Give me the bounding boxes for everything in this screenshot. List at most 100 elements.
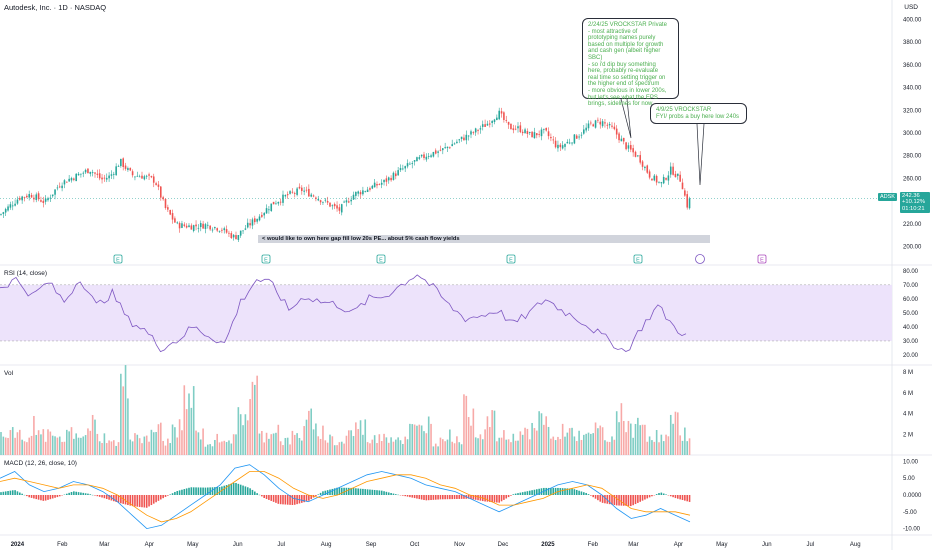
price-candle <box>573 134 576 144</box>
volume-bar <box>33 415 35 455</box>
macd-histogram-bar <box>677 495 679 499</box>
volume-pane[interactable] <box>0 365 691 455</box>
macd-histogram-bar <box>484 495 486 502</box>
volume-bar <box>9 430 12 455</box>
macd-histogram-bar <box>124 495 127 505</box>
annotation-callout-2[interactable]: 4/9/25 VROCKSTAR FYI/ probs a buy here l… <box>650 103 747 124</box>
macd-histogram-bar <box>622 495 625 506</box>
price-candle <box>298 186 301 189</box>
volume-bar <box>399 440 402 455</box>
macd-histogram-bar <box>489 495 491 502</box>
macd-histogram-bar <box>442 495 444 500</box>
macd-histogram-bar <box>632 495 634 506</box>
price-candle <box>303 190 305 192</box>
volume-bar <box>199 439 202 455</box>
volume-bar <box>258 433 261 455</box>
macd-histogram-bar <box>120 495 122 504</box>
annotation-line: 2/24/25 VROCKSTAR Private <box>588 22 667 28</box>
macd-histogram-bar <box>195 487 197 495</box>
macd-histogram-bar <box>265 495 268 499</box>
price-candle <box>484 124 486 127</box>
price-candle <box>479 128 482 130</box>
rsi-label[interactable]: RSI (14, close) <box>4 270 47 277</box>
price-candle <box>282 194 284 203</box>
macd-histogram-bar <box>185 488 188 495</box>
price-candle <box>68 178 70 182</box>
macd-label[interactable]: MACD (12, 26, close, 10) <box>4 460 77 467</box>
price-tick-label: 340.00 <box>903 86 922 92</box>
volume-bar <box>493 410 496 455</box>
macd-histogram-bar <box>44 495 47 501</box>
volume-bar <box>230 443 233 455</box>
macd-histogram-bar <box>232 482 235 495</box>
macd-histogram-bar <box>242 485 244 495</box>
volume-bar <box>197 432 200 455</box>
volume-bar <box>352 436 355 455</box>
volume-bar <box>667 436 670 455</box>
price-candle <box>503 112 505 120</box>
price-candle <box>348 201 350 203</box>
price-candle <box>58 186 61 188</box>
price-tick-label: 280.00 <box>903 154 922 160</box>
price-candle <box>359 192 362 195</box>
ticker-tag: ADSK <box>878 193 897 201</box>
annotation-line: - most attractive of <box>588 28 638 35</box>
macd-histogram-bar <box>237 483 240 495</box>
volume-bar <box>481 439 484 455</box>
volume-bar <box>272 433 275 455</box>
price-candle <box>580 134 583 136</box>
price-candle <box>279 201 282 203</box>
macd-histogram-bar <box>202 487 204 495</box>
volume-bar <box>0 432 2 455</box>
price-candle <box>228 232 230 234</box>
volume-bar <box>91 414 94 455</box>
price-candle <box>634 151 637 157</box>
price-pane[interactable] <box>0 107 691 242</box>
price-candle <box>89 171 92 174</box>
price-candle <box>324 199 327 201</box>
macd-histogram-bar <box>432 495 435 500</box>
macd-histogram-bar <box>684 495 686 501</box>
volume-bar <box>49 431 52 455</box>
price-candle <box>317 199 320 201</box>
price-candle <box>369 188 371 190</box>
price-candle <box>613 126 616 130</box>
volume-bar <box>150 429 153 455</box>
macd-histogram-bar <box>261 495 263 497</box>
volume-tick-label: 6 M <box>903 391 913 397</box>
macd-histogram-bar <box>113 495 115 502</box>
macd-histogram-bar <box>387 492 390 495</box>
gap-note-banner[interactable]: < would like to own here gap fill low 20… <box>258 235 710 243</box>
x-tick-label: Aug <box>850 542 861 548</box>
price-candle <box>171 213 174 220</box>
macd-histogram-bar <box>651 495 653 497</box>
price-candle <box>11 205 14 207</box>
price-candle <box>26 195 28 198</box>
volume-bar <box>127 398 129 455</box>
price-candle <box>557 144 559 149</box>
macd-histogram-bar <box>190 487 193 495</box>
macd-histogram-bar <box>627 495 630 506</box>
macd-histogram-bar <box>648 495 651 498</box>
volume-label[interactable]: Vol <box>4 370 14 377</box>
macd-histogram-bar <box>279 495 282 505</box>
macd-histogram-bar <box>423 495 425 501</box>
volume-bar <box>528 439 531 455</box>
macd-histogram-bar <box>554 487 557 495</box>
price-candle <box>98 173 101 179</box>
volume-bar <box>124 365 127 455</box>
volume-bar <box>178 419 181 455</box>
rsi-pane[interactable] <box>0 274 687 353</box>
macd-histogram-bar <box>536 489 538 495</box>
volume-bar <box>84 435 87 455</box>
macd-histogram-bar <box>235 482 237 495</box>
volume-bar <box>148 441 150 455</box>
volume-bar <box>317 436 320 455</box>
price-candle <box>73 178 75 180</box>
macd-pane[interactable] <box>0 464 691 530</box>
macd-histogram-bar <box>216 487 218 495</box>
currency-label[interactable]: USD <box>904 4 918 11</box>
annotation-callout-1[interactable]: 2/24/25 VROCKSTAR Private - most attract… <box>582 18 679 107</box>
price-candle <box>397 170 399 176</box>
